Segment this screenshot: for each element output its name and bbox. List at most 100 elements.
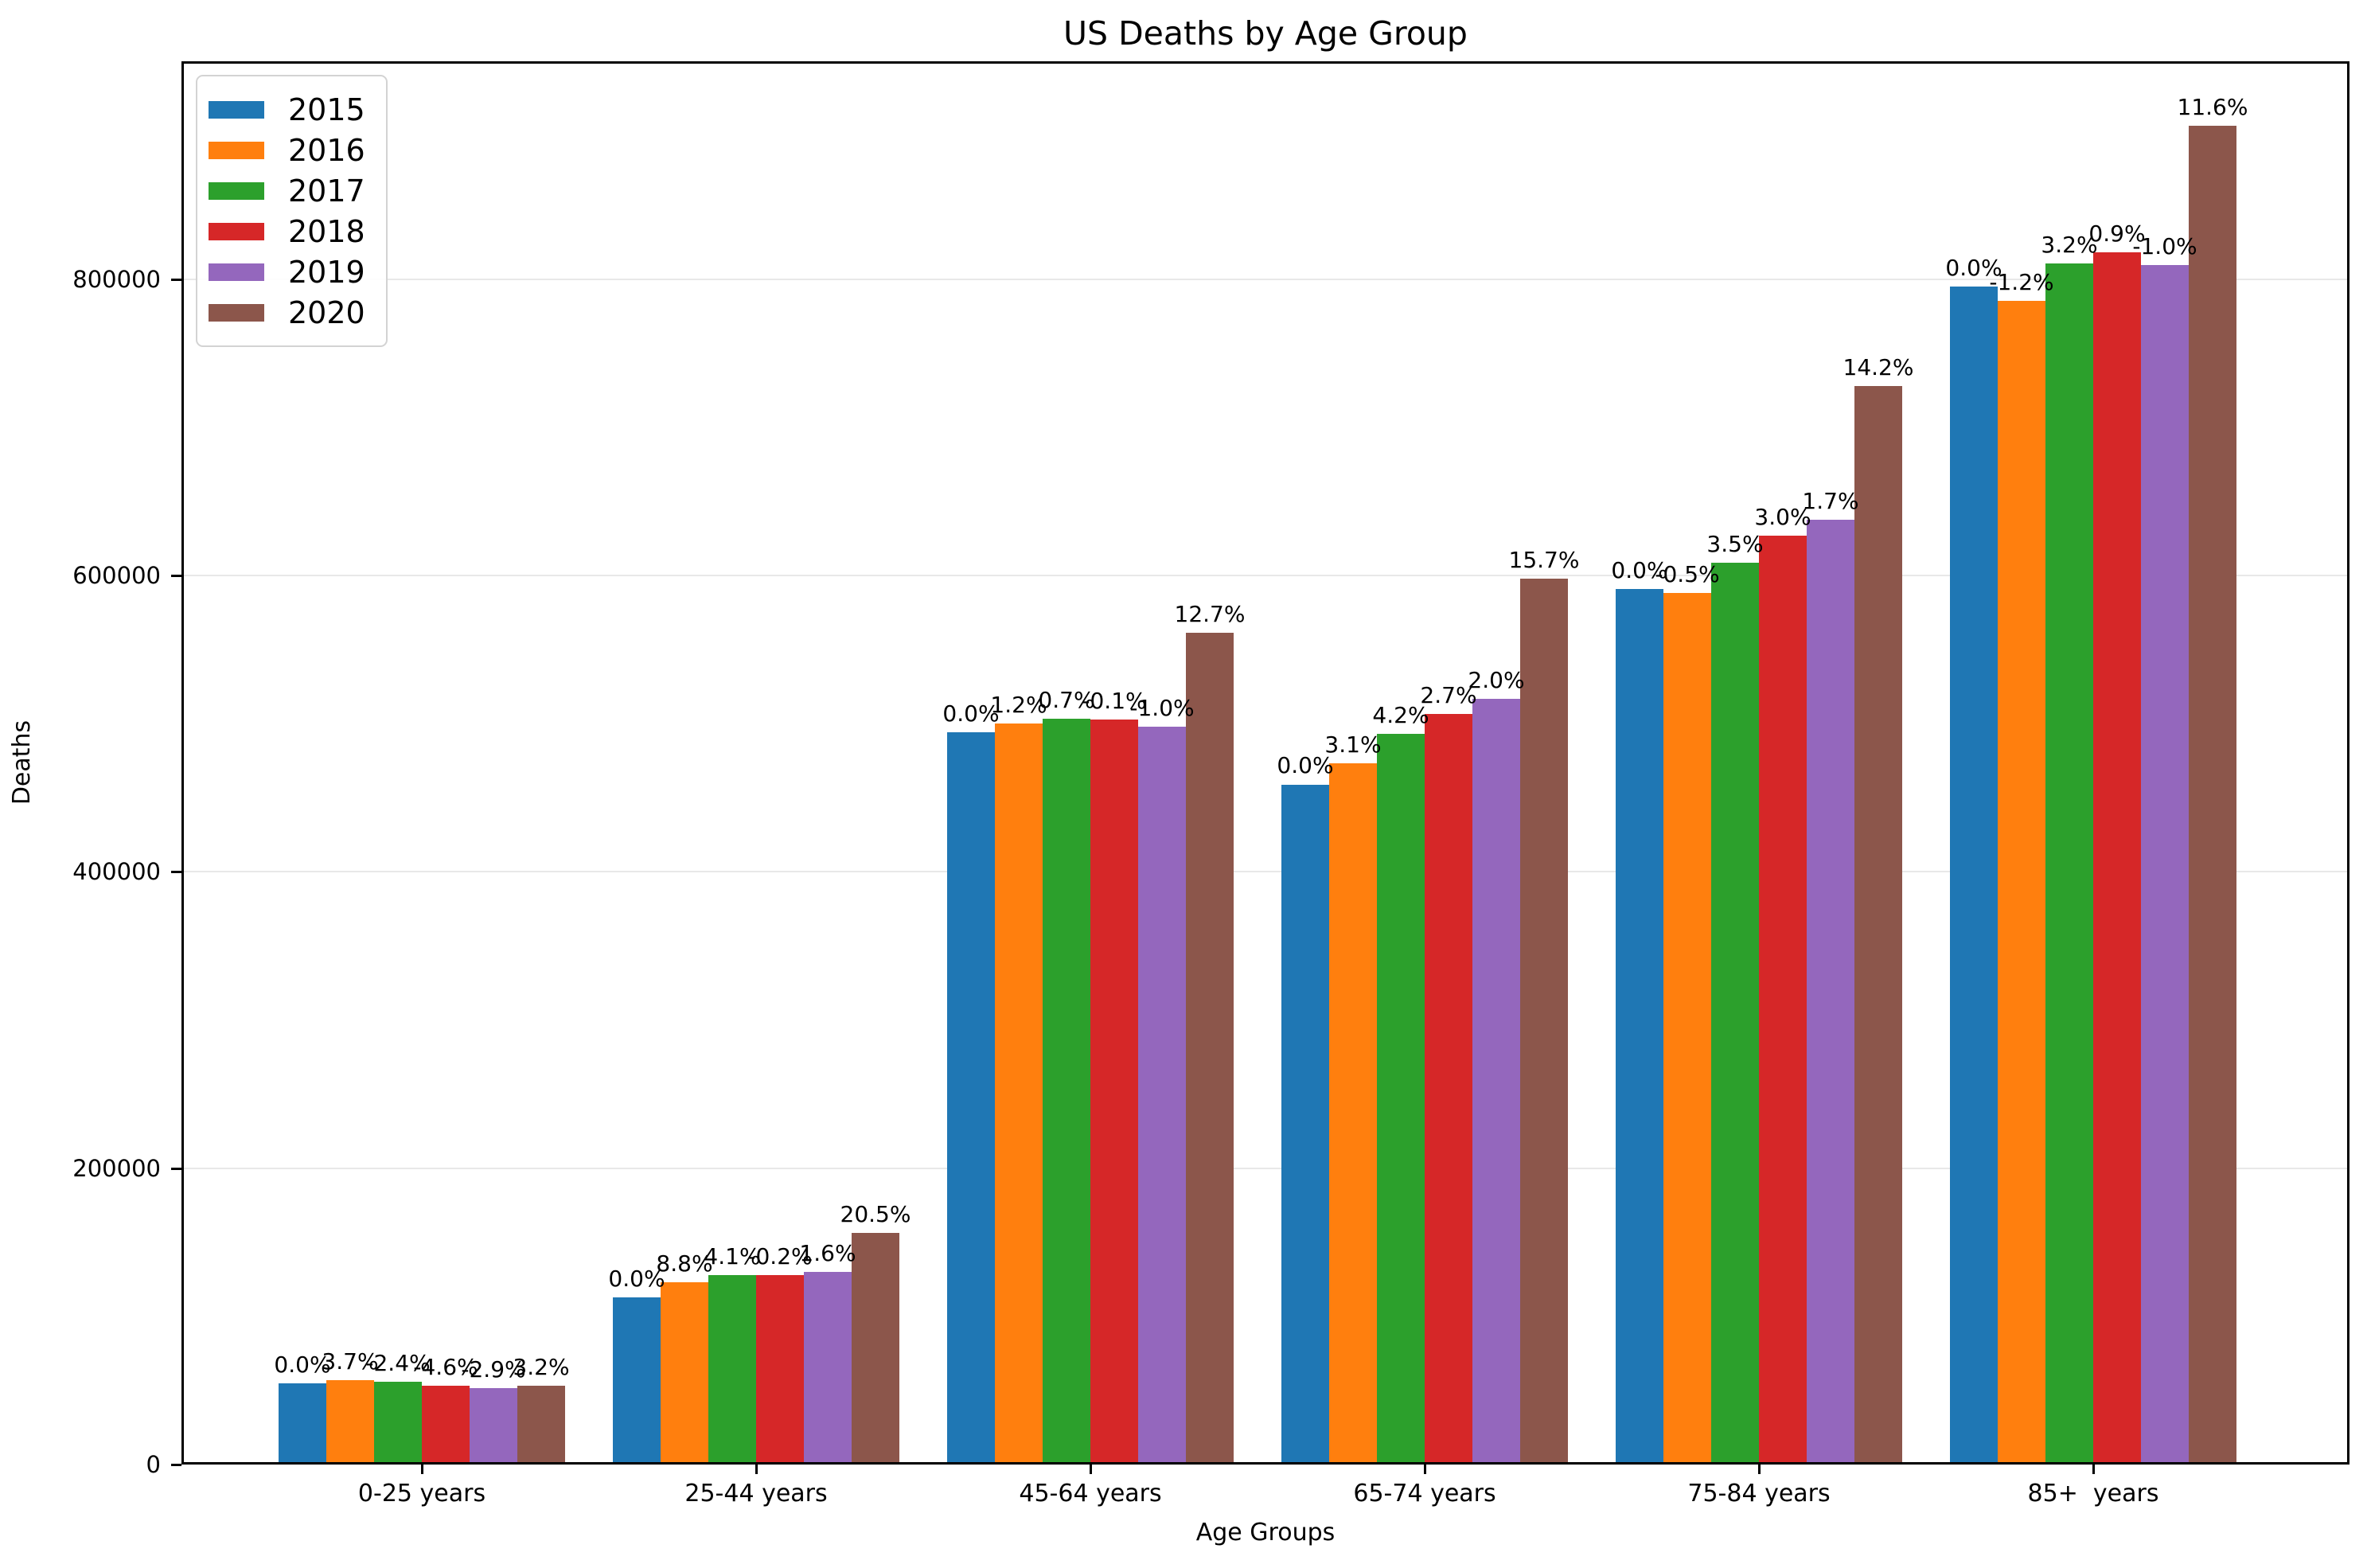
bar-value-label: 20.5% — [840, 1200, 911, 1227]
x-tick-label-4: 75-84 years — [1687, 1480, 1831, 1508]
y-tick-label: 0 — [146, 1451, 161, 1478]
bar-2018-group2 — [1090, 719, 1138, 1465]
bar-2015-group0 — [279, 1383, 326, 1465]
x-tick-label-1: 25-44 years — [684, 1480, 828, 1508]
bar-value-label: 1.6% — [799, 1240, 856, 1267]
bar-value-label: 3.1% — [1324, 731, 1382, 759]
x-tick-label-5: 85+ years — [2027, 1480, 2159, 1508]
legend-item-2016: 2016 — [209, 130, 365, 170]
bar-value-label: 1.2% — [990, 692, 1047, 719]
x-tick-mark — [1758, 1465, 1761, 1474]
bar-value-label: 4.1% — [704, 1242, 761, 1270]
x-tick-mark — [1090, 1465, 1092, 1474]
legend-swatch-2019 — [209, 263, 264, 281]
legend-item-2017: 2017 — [209, 170, 365, 211]
legend: 2015 2016 2017 2018 2019 2020 — [196, 75, 388, 347]
bar-2020-group0 — [517, 1385, 565, 1465]
bar-value-label: 2.7% — [1420, 682, 1477, 709]
bar-2019-group0 — [470, 1387, 517, 1465]
bar-value-label: 0.0% — [608, 1265, 665, 1292]
bar-value-label: -0.5% — [1655, 561, 1720, 588]
bar-2015-group2 — [947, 732, 995, 1465]
gridline — [181, 278, 2349, 280]
bar-2020-group5 — [2189, 125, 2236, 1465]
legend-swatch-2018 — [209, 222, 264, 240]
legend-item-2019: 2019 — [209, 252, 365, 292]
bar-2020-group2 — [1186, 633, 1234, 1465]
y-tick-label: 800000 — [72, 265, 161, 293]
bar-2019-group4 — [1807, 520, 1854, 1465]
y-axis-label: Deaths — [8, 720, 36, 805]
bar-value-label: 4.2% — [1372, 702, 1429, 728]
bar-2017-group4 — [1711, 563, 1759, 1465]
legend-swatch-2015 — [209, 100, 264, 119]
bar-value-label: 0.0% — [274, 1351, 331, 1378]
bar-value-label: 0.0% — [1611, 556, 1668, 583]
legend-swatch-2017 — [209, 181, 264, 200]
bar-value-label: -1.0% — [2132, 232, 2197, 259]
legend-item-2020: 2020 — [209, 292, 365, 333]
legend-label-2017: 2017 — [288, 173, 365, 209]
bar-value-label: 3.2% — [2041, 231, 2098, 258]
bar-2016-group5 — [1998, 300, 2045, 1465]
bar-2019-group1 — [804, 1272, 852, 1465]
legend-label-2019: 2019 — [288, 254, 365, 290]
bar-2015-group1 — [613, 1297, 661, 1465]
bar-2015-group3 — [1281, 784, 1329, 1465]
y-tick-mark — [171, 574, 181, 577]
bar-value-label: -0.2% — [747, 1243, 813, 1270]
x-tick-mark — [755, 1465, 758, 1474]
x-axis-label: Age Groups — [1195, 1519, 1336, 1547]
gridline — [181, 574, 2349, 576]
y-tick-mark — [171, 1167, 181, 1170]
bar-value-label: 2.0% — [1468, 667, 1525, 694]
bar-2017-group5 — [2045, 263, 2093, 1465]
bar-2016-group1 — [661, 1282, 708, 1465]
bar-2019-group2 — [1138, 727, 1186, 1465]
bar-value-label: -1.2% — [1989, 268, 2054, 295]
bar-2015-group5 — [1950, 286, 1998, 1465]
bar-value-label: 15.7% — [1508, 547, 1580, 574]
bar-value-label: -2.9% — [461, 1355, 526, 1383]
legend-item-2015: 2015 — [209, 89, 365, 130]
legend-label-2018: 2018 — [288, 213, 365, 249]
bar-value-label: 14.2% — [1843, 353, 1914, 380]
bar-2016-group2 — [995, 724, 1043, 1465]
bar-value-label: 0.9% — [2088, 220, 2146, 248]
bar-value-label: 11.6% — [2177, 93, 2248, 120]
bar-2015-group4 — [1616, 588, 1663, 1465]
bar-2017-group3 — [1377, 734, 1425, 1465]
legend-item-2018: 2018 — [209, 211, 365, 252]
gridline — [181, 1167, 2349, 1169]
plot-area: 2015 2016 2017 2018 2019 2020 0.0% 0.0% 0.0% 0.0… — [181, 61, 2349, 1465]
bar-value-label: 3.0% — [1754, 503, 1811, 530]
bar-2018-group0 — [422, 1386, 470, 1465]
bar-value-label: -1.0% — [1129, 695, 1195, 722]
bar-value-label: 12.7% — [1174, 601, 1246, 628]
bar-2018-group4 — [1759, 535, 1807, 1465]
bar-value-label: -2.4% — [365, 1350, 431, 1377]
bar-value-label: 1.7% — [1802, 488, 1859, 515]
legend-label-2015: 2015 — [288, 92, 365, 127]
x-tick-mark — [2092, 1465, 2095, 1474]
x-tick-mark — [1424, 1465, 1426, 1474]
bar-value-label: 3.2% — [513, 1353, 570, 1380]
bar-value-label: -4.6% — [413, 1354, 478, 1381]
bar-2018-group3 — [1425, 714, 1472, 1465]
gridline — [181, 871, 2349, 873]
bar-2017-group2 — [1043, 718, 1090, 1465]
x-tick-label-0: 0-25 years — [357, 1480, 486, 1508]
bar-2020-group3 — [1520, 579, 1568, 1465]
legend-swatch-2016 — [209, 141, 264, 159]
y-tick-mark — [171, 278, 181, 281]
bar-value-label: 0.7% — [1038, 686, 1095, 713]
y-tick-label: 400000 — [72, 858, 161, 886]
bar-value-label: 3.7% — [322, 1348, 379, 1375]
bar-2016-group0 — [326, 1379, 374, 1465]
bar-2019-group3 — [1472, 699, 1520, 1465]
bar-2018-group1 — [756, 1275, 804, 1465]
bar-2017-group0 — [374, 1382, 422, 1465]
x-tick-label-2: 45-64 years — [1019, 1480, 1162, 1508]
bar-2020-group4 — [1854, 385, 1902, 1465]
legend-label-2016: 2016 — [288, 132, 365, 168]
